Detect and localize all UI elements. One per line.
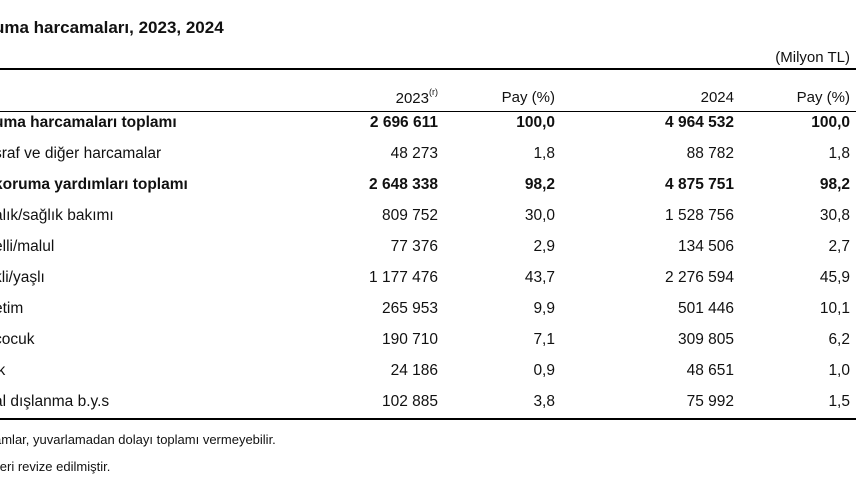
row-label: kli/yaşlı <box>0 269 45 286</box>
bottom-rule <box>0 418 856 420</box>
row-label: elli/malul <box>0 238 55 255</box>
value-2023: 77 376 <box>390 238 438 255</box>
share-2024: 1,0 <box>828 362 850 379</box>
share-2023: 30,0 <box>524 207 555 224</box>
value-2024: 75 992 <box>686 393 734 410</box>
value-2023: 1 177 476 <box>369 269 438 286</box>
table-row: ik 24 186 0,9 48 651 1,0 <box>0 362 860 393</box>
share-2024: 30,8 <box>819 207 850 224</box>
share-2023: 0,9 <box>533 362 555 379</box>
value-2023: 190 710 <box>381 331 438 348</box>
footnote-rounding: amlar, yuvarlamadan dolayı toplamı verme… <box>0 432 276 447</box>
table-row: kli/yaşlı 1 177 476 43,7 2 276 594 45,9 <box>0 269 860 300</box>
share-2024: 10,1 <box>819 300 850 317</box>
value-2024: 48 651 <box>686 362 734 379</box>
table-row: çocuk 190 710 7,1 309 805 6,2 <box>0 331 860 362</box>
value-2024: 134 506 <box>677 238 734 255</box>
share-2023: 3,8 <box>533 393 555 410</box>
row-label: al dışlanma b.y.s <box>0 393 110 410</box>
row-label: alık/sağlık bakımı <box>0 207 114 224</box>
share-2023: 1,8 <box>533 145 555 162</box>
header-rule <box>0 111 856 112</box>
table-row: elli/malul 77 376 2,9 134 506 2,7 <box>0 238 860 269</box>
value-2023: 48 273 <box>390 145 438 162</box>
value-2023: 265 953 <box>381 300 438 317</box>
header-pay-2023: Pay (%) <box>501 89 555 106</box>
share-2024: 100,0 <box>811 114 850 131</box>
header-2023-label: 2023 <box>395 90 429 107</box>
share-2023: 7,1 <box>533 331 555 348</box>
value-2024: 88 782 <box>686 145 734 162</box>
table-title: uma harcamaları, 2023, 2024 <box>0 18 224 37</box>
value-2024: 1 528 756 <box>665 207 734 224</box>
table-row: al dışlanma b.y.s 102 885 3,8 75 992 1,5 <box>0 393 860 424</box>
header-2023-revised-mark: (r) <box>429 87 438 97</box>
row-label: sraf ve diğer harcamalar <box>0 145 162 162</box>
top-rule <box>0 68 856 70</box>
share-2024: 2,7 <box>828 238 850 255</box>
share-2024: 98,2 <box>819 176 850 193</box>
table-row: etim 265 953 9,9 501 446 10,1 <box>0 300 860 331</box>
share-2023: 2,9 <box>533 238 555 255</box>
row-label: çocuk <box>0 331 35 348</box>
header-2024: 2024 <box>700 89 734 106</box>
value-2023: 2 648 338 <box>369 176 438 193</box>
footnote-revised: ileri revize edilmiştir. <box>0 459 111 474</box>
value-2024: 4 964 532 <box>665 114 734 131</box>
table-row: koruma yardımları toplamı 2 648 338 98,2 4 … <box>0 176 860 207</box>
share-2023: 9,9 <box>533 300 555 317</box>
header-2023: 2023(r) <box>395 87 438 107</box>
share-2024: 45,9 <box>819 269 850 286</box>
value-2023: 809 752 <box>381 207 438 224</box>
share-2024: 1,8 <box>828 145 850 162</box>
share-2023: 100,0 <box>516 114 555 131</box>
row-label: koruma yardımları toplamı <box>0 176 188 193</box>
value-2023: 24 186 <box>390 362 438 379</box>
unit-label: (Milyon TL) <box>775 49 850 66</box>
value-2024: 501 446 <box>677 300 734 317</box>
table-row: sraf ve diğer harcamalar 48 273 1,8 88 782 1… <box>0 145 860 176</box>
value-2024: 2 276 594 <box>665 269 734 286</box>
table-row: uma harcamaları toplamı 2 696 611 100,0 4 9… <box>0 114 860 145</box>
value-2024: 309 805 <box>677 331 734 348</box>
value-2023: 102 885 <box>381 393 438 410</box>
share-2024: 6,2 <box>828 331 850 348</box>
row-label: uma harcamaları toplamı <box>0 114 177 131</box>
share-2023: 43,7 <box>524 269 555 286</box>
row-label: ik <box>0 362 6 379</box>
row-label: etim <box>0 300 24 317</box>
value-2023: 2 696 611 <box>369 114 438 131</box>
share-2023: 98,2 <box>524 176 555 193</box>
header-pay-2024: Pay (%) <box>796 89 850 106</box>
table-row: alık/sağlık bakımı 809 752 30,0 1 528 756 30… <box>0 207 860 238</box>
share-2024: 1,5 <box>828 393 850 410</box>
value-2024: 4 875 751 <box>665 176 734 193</box>
